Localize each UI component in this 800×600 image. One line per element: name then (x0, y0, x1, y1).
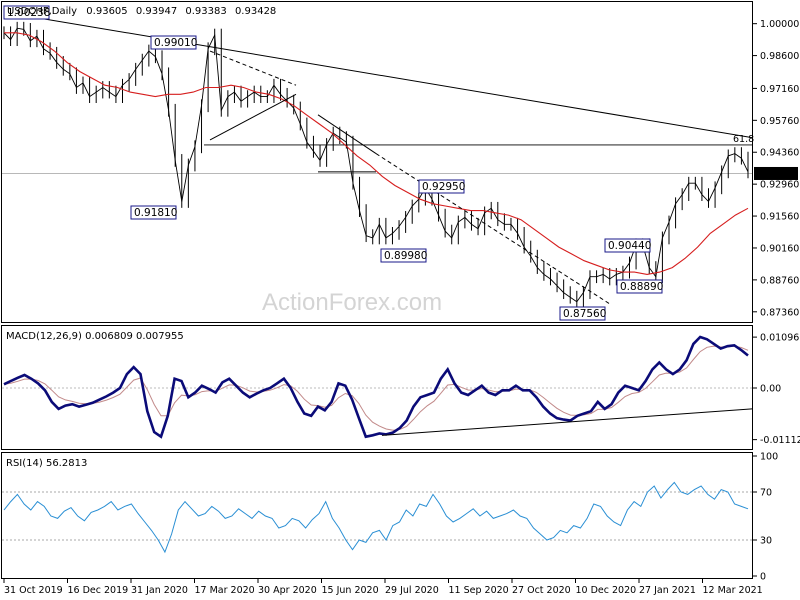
rsi-tick-label: 70 (760, 488, 772, 499)
ohlc-high: 0.93947 (136, 6, 177, 17)
rsi-layer (2, 481, 752, 554)
date-tick-label: 12 Mar 2021 (703, 585, 763, 596)
annotation-box (559, 306, 606, 321)
price-tick-label: 0.94360 (760, 148, 799, 159)
macd-tick-label: -0.011127 (760, 435, 800, 446)
falling-support-line (375, 153, 611, 305)
macd-tick-label: 0.00 (760, 384, 781, 395)
triangle-lower-line (209, 93, 297, 141)
annotation-label: 0.87560 (563, 308, 606, 320)
price-tick-label: 0.91560 (760, 212, 799, 223)
date-tick-label: 10 Dec 2020 (576, 585, 637, 596)
price-tick-label: 0.87360 (760, 307, 799, 318)
symbol-title: USDCHF,Daily (7, 6, 77, 17)
price-tick-label: 0.90160 (760, 243, 799, 254)
annotation-box (130, 205, 177, 220)
price-tick-label: 0.98600 (760, 51, 799, 62)
date-tick-label: 31 Oct 2019 (4, 585, 63, 596)
fib-618-label: 61.8 (733, 134, 754, 145)
date-tick-label: 29 Jul 2020 (385, 585, 439, 596)
annotation-label: 0.89980 (384, 250, 427, 262)
price-tick-label: 0.95760 (760, 116, 799, 127)
watermark: ActionForex.com (262, 289, 442, 316)
price-tick-label: 0.88760 (760, 275, 799, 286)
price-tick-label: 1.00000 (760, 19, 799, 30)
price-layer: 61.8 1.00238 0.99010 0.91810 0.92950 0.89980 0… (2, 5, 754, 321)
current-price-box (754, 166, 798, 180)
price-tick-label: 0.92960 (760, 180, 799, 191)
rsi-tick-label: 30 (760, 536, 772, 547)
macd-tick-label: 0.010967 (760, 333, 800, 344)
date-tick-label: 15 Jun 2020 (322, 585, 379, 596)
date-tick-label: 31 Jan 2020 (131, 585, 188, 596)
macd-panel (1, 325, 753, 450)
macd-title: MACD(12,26,9) 0.006809 0.007955 (6, 331, 184, 342)
date-tick-label: 27 Jan 2021 (639, 585, 696, 596)
rsi-panel (1, 452, 753, 579)
annotation-label: 0.99010 (154, 37, 197, 49)
annotation-label: 1.00238 (7, 7, 50, 19)
annotation-box (616, 279, 663, 294)
macd-layer (2, 335, 753, 439)
annotation-box (418, 179, 465, 194)
ohlc-close: 0.93428 (235, 6, 276, 17)
ohlc-open: 0.93605 (86, 6, 127, 17)
price-tick-label: 0.97160 (760, 84, 799, 95)
date-tick-label: 11 Sep 2020 (449, 585, 509, 596)
rsi-line (3, 481, 749, 554)
date-tick-label: 27 Oct 2020 (512, 585, 571, 596)
svg-text:USDCHF,Daily 0.93605 0: USDCHF,Daily 0.93605 0.93947 0.93383 0.9… (7, 6, 276, 17)
annotation-label: 0.90440 (608, 240, 651, 252)
annotation-box (380, 248, 427, 263)
close-line (3, 27, 749, 303)
channel-upper-line (317, 114, 377, 155)
annotation-label: 0.92950 (422, 181, 465, 193)
triangle-upper-line (209, 50, 297, 86)
macd-line (3, 335, 749, 439)
date-tick-label: 17 Mar 2020 (195, 585, 255, 596)
annotation-label: 0.91810 (134, 207, 177, 219)
rsi-title: RSI(14) 56.2813 (6, 458, 87, 469)
current-price-label: 0.93428 (757, 169, 796, 180)
macd-signal-line (3, 345, 749, 431)
annotation-box (604, 238, 651, 253)
moving-average-line (4, 32, 749, 275)
date-tick-label: 30 Apr 2020 (258, 585, 317, 596)
axis-layer: 1.00000 0.98600 0.97160 0.95760 0.94360 0.929… (3, 19, 800, 596)
date-tick-label: 16 Dec 2019 (68, 585, 129, 596)
annotation-box (3, 5, 50, 20)
ohlc-low: 0.93383 (185, 6, 226, 17)
rsi-tick-label: 100 (760, 452, 778, 463)
annotation-label: 0.88890 (620, 281, 663, 293)
rsi-tick-label: 0 (760, 572, 766, 583)
macd-trendline (381, 408, 753, 436)
annotation-box (150, 35, 197, 50)
price-panel (1, 1, 753, 323)
